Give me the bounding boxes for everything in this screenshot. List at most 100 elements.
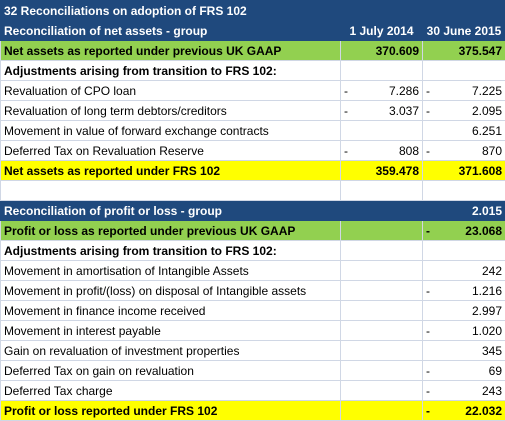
value-cell: - 243 bbox=[422, 380, 505, 401]
row-label: Adjustments arising from transition to F… bbox=[0, 240, 341, 261]
row-label: Profit or loss reported under FRS 102 bbox=[0, 400, 341, 421]
value-cell: - 69 bbox=[422, 360, 505, 381]
table-row: Profit or loss reported under FRS 102 - 22… bbox=[0, 400, 505, 421]
value-cell: - 1.216 bbox=[422, 280, 505, 301]
value: 1.020 bbox=[471, 323, 502, 338]
title: 32 Reconciliations on adoption of FRS 10… bbox=[0, 0, 505, 21]
table-row: Revaluation of CPO loan -7.286-7.225 bbox=[0, 80, 505, 101]
row-label: Deferred Tax on gain on revaluation bbox=[0, 360, 341, 381]
value: 808 bbox=[398, 143, 419, 158]
section-header: Reconciliation of net assets - group 1 Ju… bbox=[0, 20, 505, 41]
value: 2.997 bbox=[471, 303, 502, 318]
table-row: Adjustments arising from transition to F… bbox=[0, 60, 505, 81]
value: 69 bbox=[488, 363, 502, 378]
row-label: Movement in interest payable bbox=[0, 320, 341, 341]
row-label: Net assets as reported under FRS 102 bbox=[0, 160, 341, 181]
value-cell bbox=[340, 120, 423, 141]
value: 3.037 bbox=[388, 103, 419, 118]
value-cell: 242 bbox=[422, 260, 505, 281]
section-heading: Reconciliation of profit or loss - group bbox=[0, 200, 341, 221]
sign: - bbox=[426, 403, 430, 418]
value-cell: 375.547 bbox=[422, 40, 505, 61]
value-cell: - 7.286 bbox=[340, 80, 423, 101]
sign: - bbox=[426, 383, 430, 398]
sign: - bbox=[426, 323, 430, 338]
row-label: Revaluation of CPO loan bbox=[0, 80, 341, 101]
value-cell: - 2.095 bbox=[422, 100, 505, 121]
value: 242 bbox=[481, 263, 502, 278]
value-cell: 6.251 bbox=[422, 120, 505, 141]
value: 359.478 bbox=[375, 163, 419, 178]
row-label: Gain on revaluation of investment proper… bbox=[0, 340, 341, 361]
table-row: Deferred Tax charge - 243 bbox=[0, 380, 505, 401]
value: 375.547 bbox=[458, 43, 502, 58]
value-cell bbox=[340, 300, 423, 321]
table-row: Gain on revaluation of investment proper… bbox=[0, 340, 505, 361]
value-cell bbox=[340, 60, 423, 81]
sign: - bbox=[426, 363, 430, 378]
value: 7.286 bbox=[388, 83, 419, 98]
column-header: 30 June 2015 bbox=[422, 20, 505, 41]
value-cell bbox=[340, 280, 423, 301]
value: 23.068 bbox=[465, 223, 502, 238]
title-row: 32 Reconciliations on adoption of FRS 10… bbox=[0, 0, 505, 21]
value: 370.609 bbox=[375, 43, 419, 58]
value: 6.251 bbox=[471, 123, 502, 138]
empty-cell bbox=[340, 180, 423, 201]
value: 243 bbox=[481, 383, 502, 398]
value-cell: - 22.032 bbox=[422, 400, 505, 421]
sign: - bbox=[426, 143, 430, 158]
value: 371.608 bbox=[458, 163, 502, 178]
value-cell: - 1.020 bbox=[422, 320, 505, 341]
row-label: Deferred Tax on Revaluation Reserve bbox=[0, 140, 341, 161]
sign: - bbox=[426, 83, 430, 98]
value-cell bbox=[340, 360, 423, 381]
value-cell bbox=[422, 240, 505, 261]
table-row: Movement in interest payable - 1.020 bbox=[0, 320, 505, 341]
table-row: Movement in profit/(loss) on disposal of… bbox=[0, 280, 505, 301]
column-header: 1 July 2014 bbox=[340, 20, 423, 41]
column-header-text: 2.015 bbox=[471, 203, 502, 218]
table-row: Movement in finance income received 2.997 bbox=[0, 300, 505, 321]
value-cell bbox=[340, 260, 423, 281]
sign: - bbox=[344, 83, 348, 98]
blank-row bbox=[0, 180, 505, 201]
value-cell bbox=[340, 340, 423, 361]
sign: - bbox=[426, 283, 430, 298]
value-cell bbox=[422, 60, 505, 81]
sign: - bbox=[426, 103, 430, 118]
table-row: Revaluation of long term debtors/credito… bbox=[0, 100, 505, 121]
value-cell bbox=[340, 320, 423, 341]
value-cell bbox=[340, 400, 423, 421]
value: 870 bbox=[481, 143, 502, 158]
row-label: Movement in profit/(loss) on disposal of… bbox=[0, 280, 341, 301]
value-cell bbox=[340, 240, 423, 261]
sign: - bbox=[426, 223, 430, 238]
row-label: Movement in finance income received bbox=[0, 300, 341, 321]
value-cell: 345 bbox=[422, 340, 505, 361]
row-label: Deferred Tax charge bbox=[0, 380, 341, 401]
section-header: Reconciliation of profit or loss - group… bbox=[0, 200, 505, 221]
table-row: Deferred Tax on gain on revaluation - 69 bbox=[0, 360, 505, 381]
value: 345 bbox=[481, 343, 502, 358]
sign: - bbox=[344, 143, 348, 158]
row-label: Adjustments arising from transition to F… bbox=[0, 60, 341, 81]
value-cell: 359.478 bbox=[340, 160, 423, 181]
table-row: Profit or loss as reported under previou… bbox=[0, 220, 505, 241]
row-label: Movement in amortisation of Intangible A… bbox=[0, 260, 341, 281]
row-label: Profit or loss as reported under previou… bbox=[0, 220, 341, 241]
row-label: Movement in value of forward exchange co… bbox=[0, 120, 341, 141]
table-row: Net assets as reported under FRS 102 359.… bbox=[0, 160, 505, 181]
table-row: Movement in value of forward exchange co… bbox=[0, 120, 505, 141]
table-row: Deferred Tax on Revaluation Reserve -808-… bbox=[0, 140, 505, 161]
value: 1.216 bbox=[471, 283, 502, 298]
empty-cell bbox=[0, 180, 341, 201]
value-cell: 371.608 bbox=[422, 160, 505, 181]
section-heading: Reconciliation of net assets - group bbox=[0, 20, 341, 41]
value: 22.032 bbox=[465, 403, 502, 418]
table-row: Adjustments arising from transition to F… bbox=[0, 240, 505, 261]
empty-cell bbox=[422, 180, 505, 201]
value-cell: - 23.068 bbox=[422, 220, 505, 241]
